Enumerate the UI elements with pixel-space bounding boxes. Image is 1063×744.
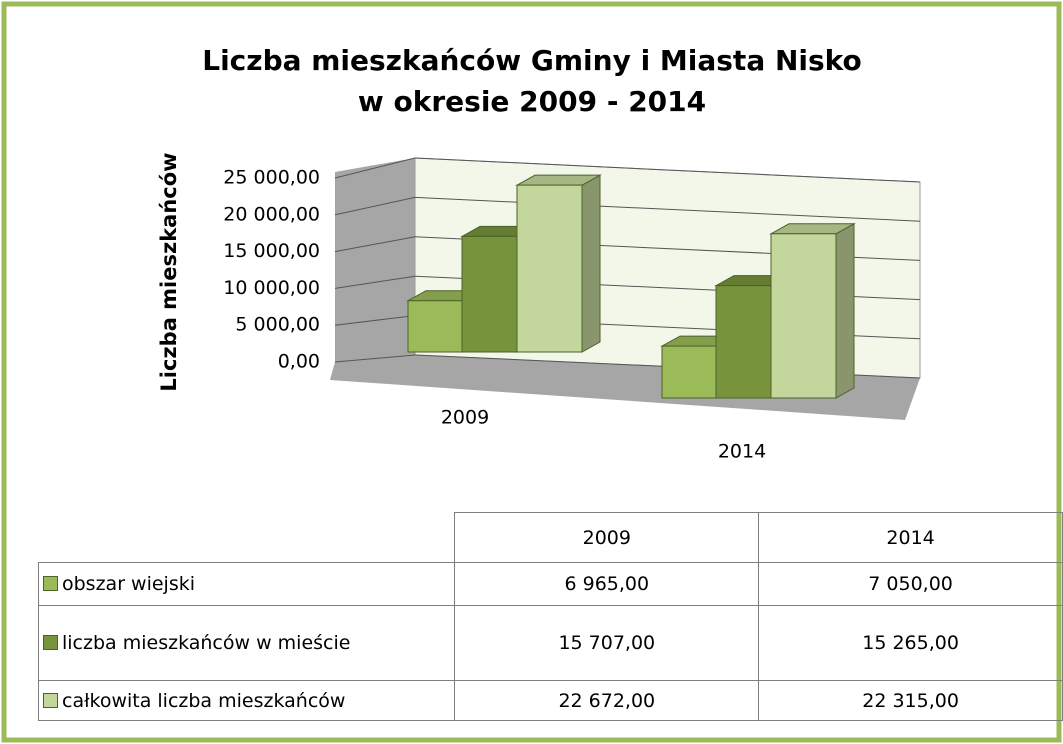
legend-marker — [43, 576, 58, 591]
y-axis-label: Liczba mieszkańców — [157, 152, 181, 391]
legend-entry: całkowita liczba mieszkańców — [37, 680, 456, 721]
chart-title: Liczba mieszkańców Gminy i Miasta Nisko — [202, 44, 862, 77]
bar — [461, 235, 518, 353]
grid-line-side — [334, 315, 416, 326]
table-row: obszar wiejski 6 965,00 7 050,00 — [37, 562, 1063, 606]
grid-line — [414, 196, 921, 222]
legend-label: całkowita liczba mieszkańców — [62, 689, 346, 712]
y-tick-label: 10 000,00 — [223, 277, 320, 299]
floor — [330, 355, 920, 420]
table-cell: 15 707,00 — [454, 605, 760, 681]
grid-line-side — [334, 354, 416, 363]
y-tick-label: 25 000,00 — [223, 167, 320, 189]
legend-label: liczba mieszkańców w mieście — [62, 632, 351, 654]
legend-entry: obszar wiejski — [37, 562, 456, 606]
bar-side — [835, 222, 855, 399]
table-cell: 7 050,00 — [758, 562, 1063, 606]
y-tick-label: 0,00 — [278, 351, 320, 373]
table-header: 2009 — [454, 512, 760, 563]
bar — [661, 345, 717, 399]
bar — [407, 300, 463, 353]
grid-line-side — [334, 157, 416, 179]
table-cell: 22 672,00 — [454, 680, 760, 721]
table-row: całkowita liczba mieszkańców 22 672,00 22 … — [37, 680, 1063, 721]
x-tick-label: 2009 — [441, 407, 489, 429]
table-row: liczba mieszkańców w mieście 15 707,00 15 … — [37, 605, 1063, 681]
data-table: 2009 2014 obszar wiejski 6 965,00 7 050,00 l… — [37, 512, 1063, 721]
blank — [39, 513, 455, 563]
grid-line-side — [334, 275, 416, 289]
y-tick-label: 5 000,00 — [235, 314, 320, 336]
grid-line-side — [334, 236, 416, 253]
table-cell: 15 265,00 — [758, 605, 1063, 681]
chart-title: w okresie 2009 - 2014 — [358, 85, 706, 118]
table-cell: 6 965,00 — [454, 562, 760, 606]
y-tick-label: 20 000,00 — [223, 203, 320, 225]
table-header: 2014 — [758, 512, 1063, 563]
legend-marker — [43, 635, 58, 650]
bar-side — [581, 174, 601, 353]
x-tick-label: 2014 — [718, 441, 766, 463]
legend-entry: liczba mieszkańców w mieście — [37, 605, 456, 681]
y-tick-label: 15 000,00 — [223, 240, 320, 262]
side-wall — [335, 158, 415, 362]
legend-label: obszar wiejski — [62, 573, 196, 595]
table-cell: 22 315,00 — [758, 680, 1063, 721]
bar — [770, 233, 837, 399]
grid-line-side — [334, 196, 416, 216]
bar — [715, 285, 772, 399]
grid-line — [414, 157, 921, 183]
bar — [516, 184, 583, 353]
legend-marker — [43, 692, 58, 708]
